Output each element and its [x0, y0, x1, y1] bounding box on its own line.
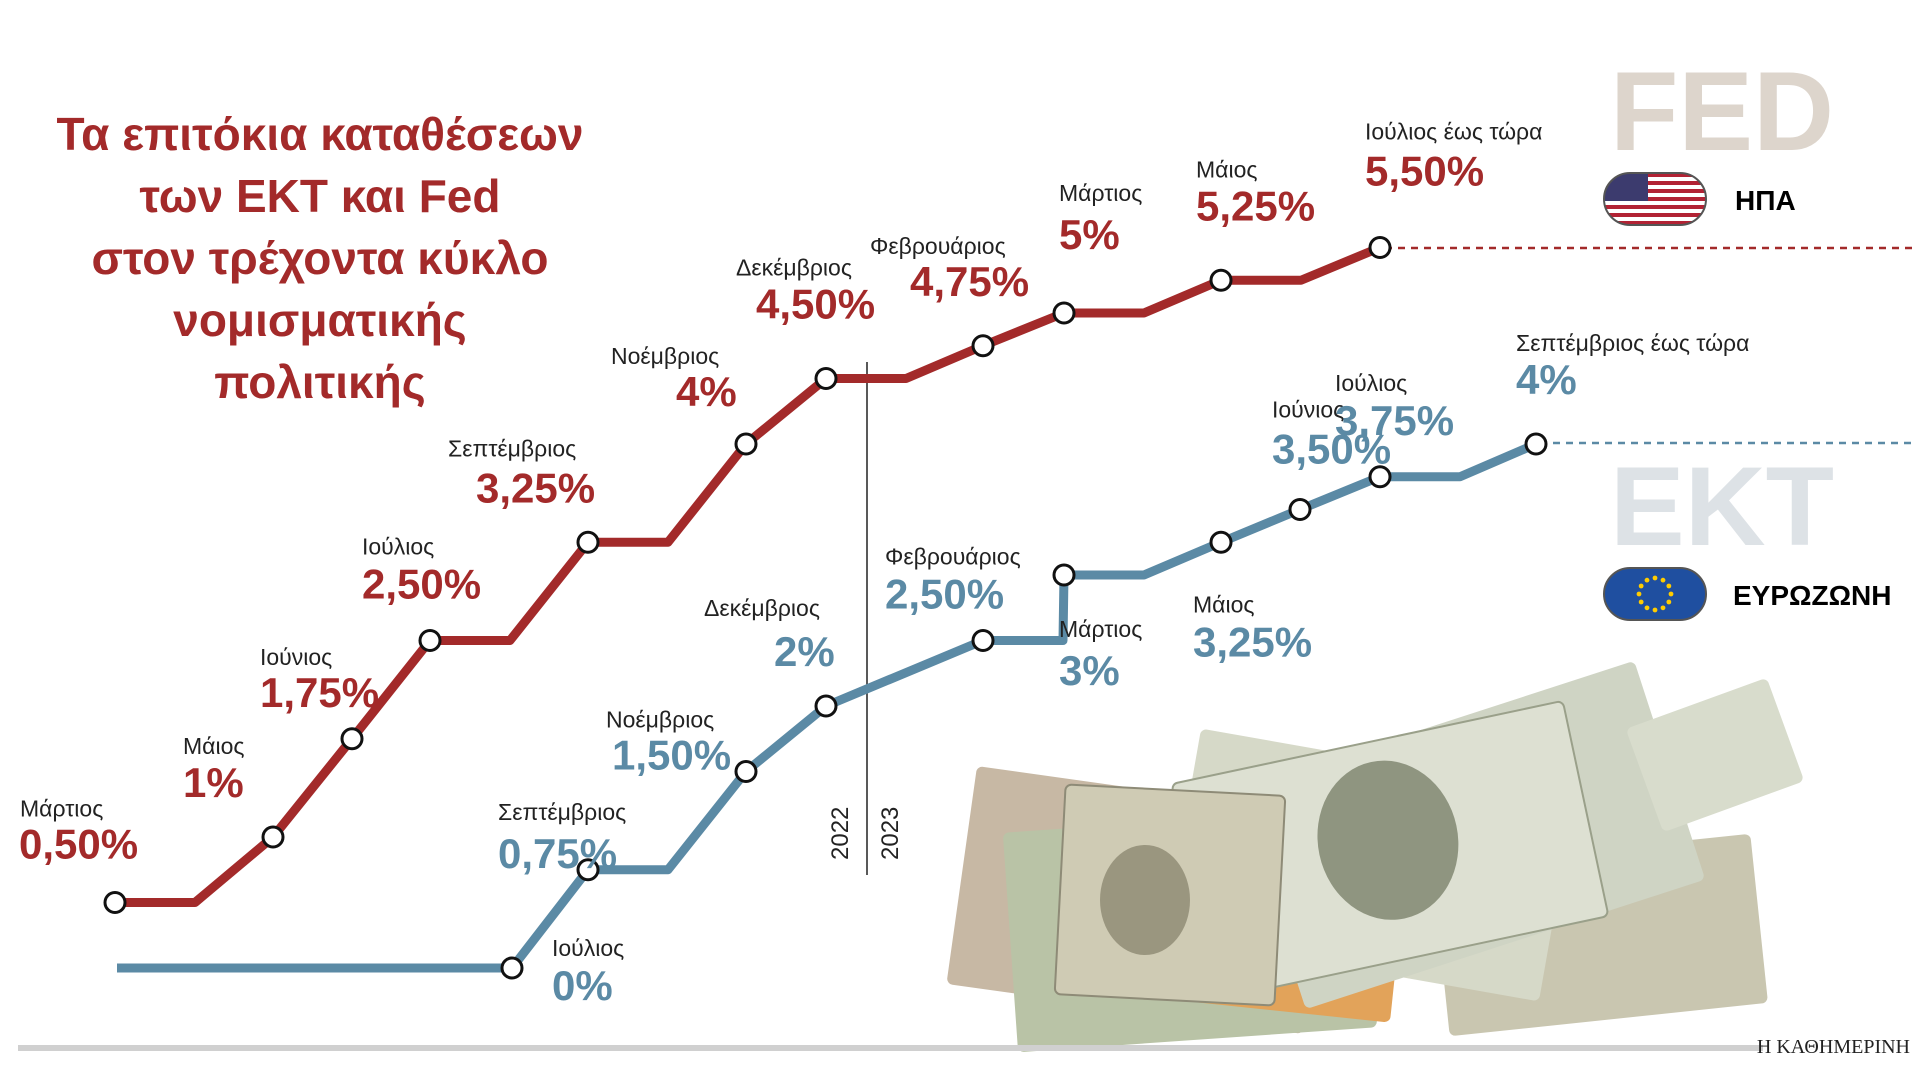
- ekt-value-label: 2%: [774, 628, 835, 675]
- ekt-value-label: 0,75%: [498, 830, 617, 877]
- fed-value-label: 1%: [183, 759, 244, 806]
- fed-month-label: Ιούνιος: [260, 644, 332, 670]
- banknotes-image: [947, 662, 1803, 1052]
- ekt-month-label: Νοέμβριος: [606, 707, 714, 733]
- ekt-month-label: Μάρτιος: [1059, 616, 1142, 642]
- fed-point-marker: [1052, 301, 1076, 325]
- fed-month-label: Δεκέμβριος: [736, 255, 852, 281]
- fed-month-label: Νοέμβριος: [611, 343, 719, 369]
- ekt-value-label: 1,50%: [612, 732, 731, 779]
- eu-star: [1638, 583, 1644, 589]
- ekt-point-marker: [1524, 432, 1548, 456]
- fed-point-marker: [1368, 236, 1392, 259]
- ekt-month-label: Σεπτέμβριος: [498, 799, 626, 825]
- fed-value-label: 0,50%: [19, 821, 138, 868]
- ekt-month-label: Φεβρουάριος: [885, 544, 1021, 570]
- ekt-point-marker: [576, 858, 600, 882]
- ekt-value-label: 4%: [1516, 356, 1577, 403]
- eu-star: [1644, 605, 1650, 611]
- ekt-month-label: Μάιος: [1193, 591, 1254, 617]
- fed-point-marker: [1209, 268, 1233, 292]
- ekt-region-label: ΕΥΡΩΖΩΝΗ: [1733, 580, 1891, 611]
- ekt-month-label: Ιούλιος: [1335, 370, 1407, 396]
- ekt-month-label: Δεκέμβριος: [704, 595, 820, 621]
- fed-value-label: 1,75%: [260, 669, 379, 716]
- ekt-point-marker: [814, 694, 838, 718]
- ekt-value-label: 3,50%: [1272, 426, 1391, 473]
- fed-value-label: 4%: [676, 368, 737, 415]
- eu-star: [1652, 607, 1658, 613]
- fed-month-label: Μάιος: [183, 733, 244, 759]
- title-line: νομισματικής: [173, 294, 466, 346]
- fed-point-marker: [971, 334, 995, 358]
- fed-legend: ΗΠΑ: [1603, 172, 1796, 226]
- eu-star: [1660, 577, 1666, 583]
- fed-watermark: FED: [1610, 49, 1834, 174]
- fed-point-marker: [103, 891, 127, 914]
- fed-point-marker: [418, 629, 442, 652]
- eu-star: [1644, 577, 1650, 583]
- eu-star: [1636, 591, 1642, 597]
- ekt-month-label: Σεπτέμβριος έως τώρα: [1516, 330, 1749, 356]
- fed-point-marker: [261, 825, 285, 849]
- source-label: Η ΚΑΘΗΜΕΡΙΝΗ: [1757, 1036, 1910, 1058]
- chart-title: Τα επιτόκια καταθέσεων των ΕΚΤ και Fed σ…: [57, 108, 584, 408]
- fed-series: Μάρτιος0,50%Μάιος1%Ιούνιος1,75%Ιούλιος2,…: [19, 119, 1542, 914]
- fed-region-label: ΗΠΑ: [1735, 185, 1796, 216]
- bottom-rule: [18, 1045, 1763, 1051]
- fed-value-label: 4,75%: [910, 258, 1029, 305]
- ekt-value-label: 3,25%: [1193, 618, 1312, 665]
- fed-month-label: Μάρτιος: [1059, 180, 1142, 206]
- fed-value-label: 4,50%: [756, 281, 875, 328]
- eu-flag-icon: [1603, 567, 1707, 621]
- title-line: πολιτικής: [214, 356, 425, 408]
- eu-star: [1668, 591, 1674, 597]
- title-line: των ΕΚΤ και Fed: [140, 170, 501, 222]
- ekt-month-label: Ιούνιος: [1272, 397, 1344, 423]
- ekt-month-label: Ιούλιος: [552, 935, 624, 961]
- ekt-point-marker: [1288, 498, 1312, 521]
- eu-star: [1638, 599, 1644, 605]
- fed-value-label: 5,25%: [1196, 182, 1315, 229]
- eu-star: [1666, 583, 1672, 589]
- eu-star: [1652, 575, 1658, 581]
- fed-month-label: Μάρτιος: [20, 796, 103, 822]
- ekt-series: Ιούλιος0%Σεπτέμβριος0,75%Νοέμβριος1,50%Δ…: [117, 330, 1749, 1009]
- title-line: στον τρέχοντα κύκλο: [92, 232, 549, 284]
- eu-star: [1666, 599, 1672, 605]
- ekt-value-label: 3,75%: [1335, 397, 1454, 444]
- fed-point-marker: [734, 432, 758, 456]
- fed-value-label: 5,50%: [1365, 148, 1484, 195]
- ekt-value-label: 2,50%: [885, 571, 1004, 618]
- ekt-point-marker: [1052, 563, 1076, 587]
- fed-month-label: Φεβρουάριος: [870, 233, 1006, 259]
- us-flag-icon: [1603, 172, 1707, 226]
- fed-month-label: Ιούλιος: [362, 534, 434, 560]
- ekt-point-marker: [1368, 465, 1392, 489]
- ekt-watermark: ΕΚΤ: [1610, 444, 1834, 569]
- fed-value-label: 5%: [1059, 211, 1120, 258]
- ekt-point-marker: [734, 760, 758, 783]
- fed-month-label: Σεπτέμβριος: [448, 435, 576, 461]
- ekt-value-label: 3%: [1059, 647, 1120, 694]
- ekt-point-marker: [500, 956, 524, 980]
- fed-month-label: Μάιος: [1196, 156, 1257, 182]
- year-2023-label: 2023: [877, 807, 904, 860]
- fed-point-marker: [814, 367, 838, 390]
- fed-value-label: 2,50%: [362, 561, 481, 608]
- ekt-point-marker: [971, 629, 995, 652]
- title-line: Τα επιτόκια καταθέσεων: [57, 108, 584, 160]
- ekt-point-marker: [1209, 530, 1233, 554]
- eu-star: [1660, 605, 1666, 611]
- fed-month-label: Ιούλιος έως τώρα: [1365, 119, 1542, 145]
- fed-value-label: 3,25%: [476, 464, 595, 511]
- year-2022-label: 2022: [827, 807, 854, 860]
- ekt-legend: ΕΥΡΩΖΩΝΗ: [1603, 567, 1891, 621]
- ekt-value-label: 0%: [552, 962, 613, 1009]
- fed-point-marker: [340, 727, 364, 751]
- ekt-line: [508, 439, 1538, 971]
- fed-point-marker: [576, 530, 600, 554]
